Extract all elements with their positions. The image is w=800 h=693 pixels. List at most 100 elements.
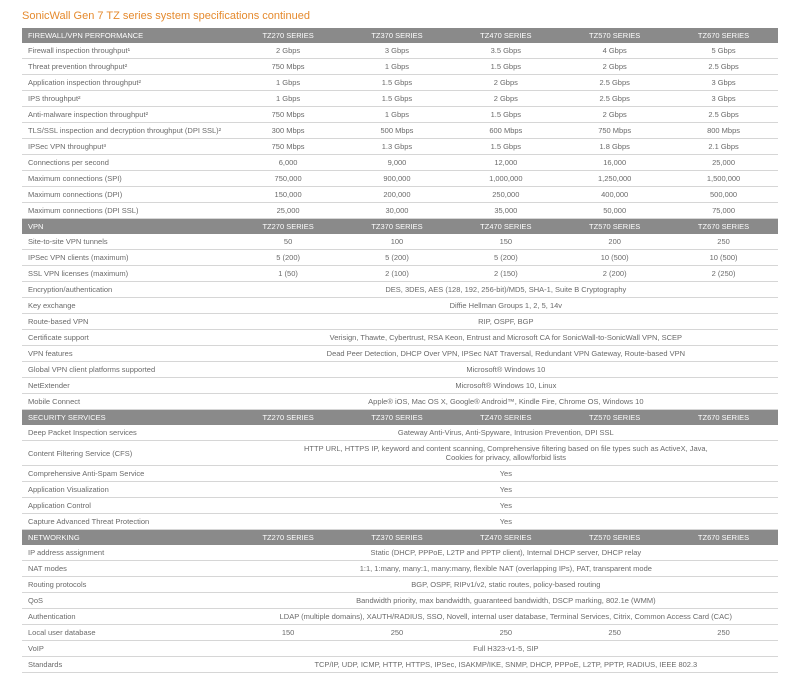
row-value: 600 Mbps [451, 123, 560, 139]
row-value: 150 [234, 625, 343, 641]
row-span-value: Yes [234, 498, 778, 514]
page-title: SonicWall Gen 7 TZ series system specifi… [22, 10, 778, 22]
row-value: 2.5 Gbps [669, 107, 778, 123]
row-label: Capture Advanced Threat Protection [22, 514, 234, 530]
row-value: 75,000 [669, 203, 778, 219]
row-value: 25,000 [234, 203, 343, 219]
series-header: TZ670 SERIES [669, 219, 778, 235]
row-value: 250,000 [451, 187, 560, 203]
row-value: 3 Gbps [343, 43, 452, 59]
row-value: 2 Gbps [560, 107, 669, 123]
row-value: 750 Mbps [560, 123, 669, 139]
table-row: VPN featuresDead Peer Detection, DHCP Ov… [22, 346, 778, 362]
row-label: Certificate support [22, 330, 234, 346]
row-value: 2.1 Gbps [669, 139, 778, 155]
row-value: 250 [560, 625, 669, 641]
row-value: 750 Mbps [234, 107, 343, 123]
row-value: 750 Mbps [234, 139, 343, 155]
row-value: 2 Gbps [234, 43, 343, 59]
row-value: 500 Mbps [343, 123, 452, 139]
series-header: TZ470 SERIES [451, 530, 560, 546]
row-value: 250 [451, 625, 560, 641]
row-label: Maximum connections (DPI) [22, 187, 234, 203]
row-value: 300 Mbps [234, 123, 343, 139]
row-label: Threat prevention throughput² [22, 59, 234, 75]
table-row: TLS/SSL inspection and decryption throug… [22, 123, 778, 139]
section-name: NETWORKING [22, 530, 234, 546]
table-row: Capture Advanced Threat ProtectionYes [22, 514, 778, 530]
spec-table: FIREWALL/VPN PERFORMANCETZ270 SERIESTZ37… [22, 28, 778, 673]
series-header: TZ570 SERIES [560, 530, 669, 546]
row-label: Comprehensive Anti-Spam Service [22, 466, 234, 482]
table-row: Application VisualizationYes [22, 482, 778, 498]
section-header: SECURITY SERVICESTZ270 SERIESTZ370 SERIE… [22, 410, 778, 426]
row-label: Maximum connections (DPI SSL) [22, 203, 234, 219]
row-span-value: BGP, OSPF, RIPv1/v2, static routes, poli… [234, 577, 778, 593]
row-value: 12,000 [451, 155, 560, 171]
table-row: Application ControlYes [22, 498, 778, 514]
table-row: Maximum connections (DPI)150,000200,0002… [22, 187, 778, 203]
row-value: 100 [343, 234, 452, 250]
row-value: 1.8 Gbps [560, 139, 669, 155]
row-label: VoIP [22, 641, 234, 657]
row-label: NAT modes [22, 561, 234, 577]
table-row: Application inspection throughput²1 Gbps… [22, 75, 778, 91]
row-value: 10 (500) [669, 250, 778, 266]
series-header: TZ670 SERIES [669, 530, 778, 546]
table-row: VoIPFull H323-v1-5, SIP [22, 641, 778, 657]
row-label: Route-based VPN [22, 314, 234, 330]
table-row: IPS throughput²1 Gbps1.5 Gbps2 Gbps2.5 G… [22, 91, 778, 107]
row-value: 250 [343, 625, 452, 641]
series-header: TZ370 SERIES [343, 28, 452, 43]
series-header: TZ270 SERIES [234, 28, 343, 43]
row-label: QoS [22, 593, 234, 609]
table-row: Key exchangeDiffie Hellman Groups 1, 2, … [22, 298, 778, 314]
table-row: Encryption/authenticationDES, 3DES, AES … [22, 282, 778, 298]
row-value: 200 [560, 234, 669, 250]
row-label: VPN features [22, 346, 234, 362]
row-value: 5 (200) [451, 250, 560, 266]
row-label: NetExtender [22, 378, 234, 394]
row-span-value: Full H323-v1-5, SIP [234, 641, 778, 657]
row-span-value: 1:1, 1:many, many:1, many:many, flexible… [234, 561, 778, 577]
row-value: 2.5 Gbps [560, 75, 669, 91]
series-header: TZ270 SERIES [234, 219, 343, 235]
row-value: 3.5 Gbps [451, 43, 560, 59]
row-value: 5 (200) [343, 250, 452, 266]
row-span-value: Microsoft® Windows 10 [234, 362, 778, 378]
row-value: 50 [234, 234, 343, 250]
row-span-value: Yes [234, 466, 778, 482]
row-span-value: Yes [234, 482, 778, 498]
row-label: SSL VPN licenses (maximum) [22, 266, 234, 282]
row-label: Connections per second [22, 155, 234, 171]
row-value: 150 [451, 234, 560, 250]
row-label: Standards [22, 657, 234, 673]
row-value: 10 (500) [560, 250, 669, 266]
row-value: 150,000 [234, 187, 343, 203]
row-value: 2.5 Gbps [560, 91, 669, 107]
row-value: 200,000 [343, 187, 452, 203]
row-value: 1 (50) [234, 266, 343, 282]
table-row: Deep Packet Inspection servicesGateway A… [22, 425, 778, 441]
section-name: VPN [22, 219, 234, 235]
row-value: 2 (250) [669, 266, 778, 282]
row-span-value: RIP, OSPF, BGP [234, 314, 778, 330]
row-value: 750 Mbps [234, 59, 343, 75]
table-row: Local user database150250250250250 [22, 625, 778, 641]
row-value: 1.5 Gbps [343, 91, 452, 107]
row-label: Maximum connections (SPI) [22, 171, 234, 187]
table-row: IPSec VPN throughput³750 Mbps1.3 Gbps1.5… [22, 139, 778, 155]
table-row: NetExtenderMicrosoft® Windows 10, Linux [22, 378, 778, 394]
row-value: 2 (200) [560, 266, 669, 282]
series-header: TZ270 SERIES [234, 410, 343, 426]
row-span-value: Apple® iOS, Mac OS X, Google® Android™, … [234, 394, 778, 410]
series-header: TZ470 SERIES [451, 410, 560, 426]
series-header: TZ270 SERIES [234, 530, 343, 546]
row-value: 1,250,000 [560, 171, 669, 187]
row-label: Application Visualization [22, 482, 234, 498]
section-header: VPNTZ270 SERIESTZ370 SERIESTZ470 SERIEST… [22, 219, 778, 235]
row-value: 500,000 [669, 187, 778, 203]
table-row: IPSec VPN clients (maximum)5 (200)5 (200… [22, 250, 778, 266]
row-value: 2 Gbps [451, 91, 560, 107]
row-value: 900,000 [343, 171, 452, 187]
